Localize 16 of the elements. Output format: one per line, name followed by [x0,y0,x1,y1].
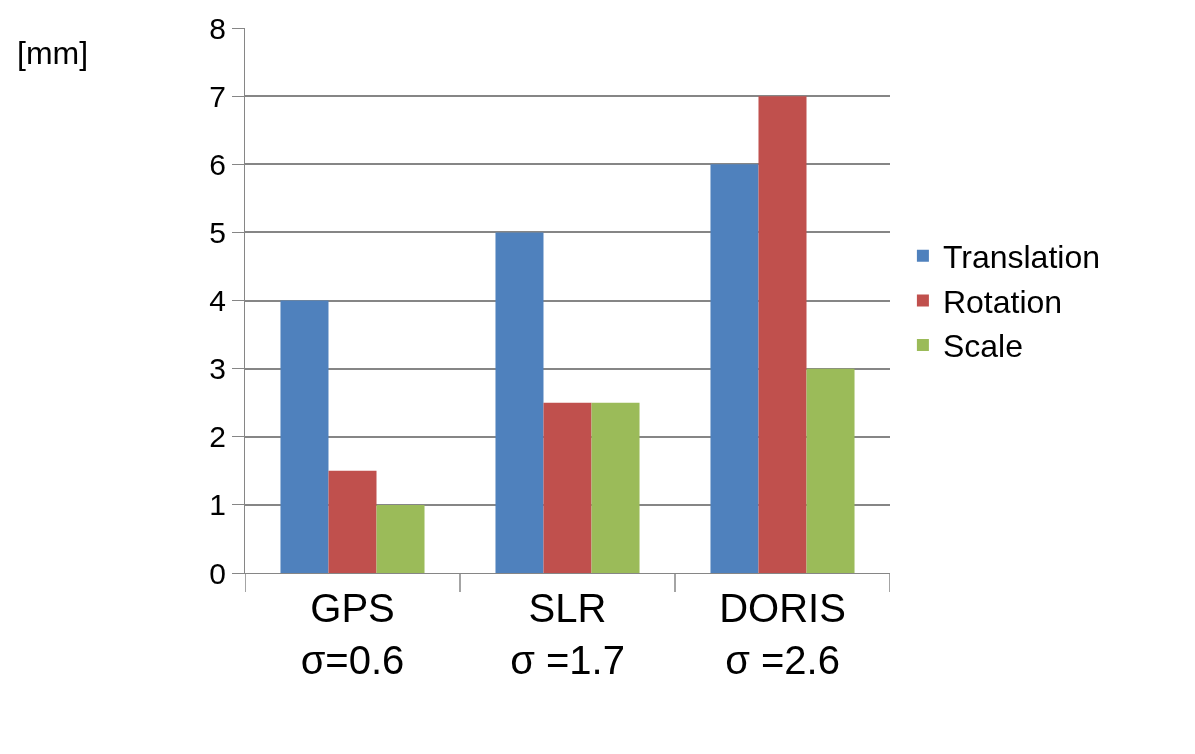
y-tick-label: 6 [209,147,226,181]
x-tick-label: SLR σ =1.7 [510,586,625,682]
y-tick-label: 0 [209,556,226,590]
y-tick-label: 1 [209,488,226,522]
y-tick-label: 5 [209,215,226,249]
legend-label: Translation [942,239,1101,276]
legend-label: Rotation [942,283,1063,320]
y-tick-label: 8 [209,11,226,45]
x-tick-label: GPS σ=0.6 [300,586,405,682]
y-tick-label: 3 [209,352,226,386]
y-tick-label: 2 [209,420,226,454]
x-tick-label: DORIS σ =2.6 [719,586,846,682]
legend-label: Scale [942,328,1023,365]
y-tick-label: 7 [209,79,226,113]
y-axis-title: [mm] [17,35,89,71]
y-tick-label: 4 [209,284,226,317]
